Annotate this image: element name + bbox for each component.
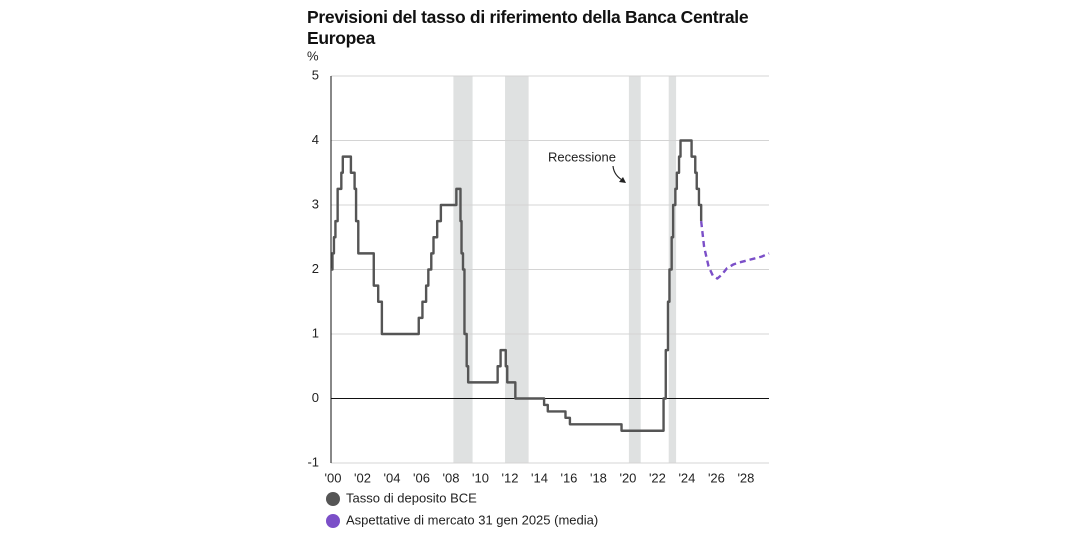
x-tick-label: '04 bbox=[384, 470, 401, 485]
x-tick-label: '28 bbox=[737, 470, 754, 485]
y-tick-label: 5 bbox=[312, 67, 319, 82]
y-axis-label: % bbox=[307, 48, 319, 63]
x-tick-label: '12 bbox=[501, 470, 518, 485]
legend-label: Tasso di deposito BCE bbox=[346, 490, 477, 505]
y-tick-label: 4 bbox=[312, 132, 319, 147]
series-line bbox=[331, 139, 703, 432]
x-tick-label: '06 bbox=[413, 470, 430, 485]
legend-marker bbox=[326, 492, 340, 506]
x-tick-label: '10 bbox=[472, 470, 489, 485]
y-tick-label: 2 bbox=[312, 261, 319, 276]
legend-label: Aspettative di mercato 31 gen 2025 (medi… bbox=[346, 512, 598, 527]
chart-title: Previsioni del tasso di riferimento dell… bbox=[307, 7, 749, 48]
background-layer bbox=[331, 75, 769, 464]
x-tick-label: '18 bbox=[590, 470, 607, 485]
x-tick-label: '14 bbox=[531, 470, 548, 485]
y-tick-label: 1 bbox=[312, 325, 319, 340]
annotation-arrowhead bbox=[619, 177, 626, 183]
x-tick-label: '22 bbox=[649, 470, 666, 485]
x-tick-label: '20 bbox=[619, 470, 636, 485]
x-tick-label: '16 bbox=[560, 470, 577, 485]
x-tick-label: '26 bbox=[708, 470, 725, 485]
x-tick-label: '02 bbox=[354, 470, 371, 485]
legend-marker bbox=[326, 514, 340, 528]
x-tick-label: '24 bbox=[678, 470, 695, 485]
series-line bbox=[699, 220, 770, 280]
y-tick-label: -1 bbox=[307, 454, 319, 469]
x-tick-label: '08 bbox=[443, 470, 460, 485]
annotation: Recessione bbox=[548, 149, 616, 164]
x-tick-label: '00 bbox=[325, 470, 342, 485]
y-tick-label: 3 bbox=[312, 196, 319, 211]
y-tick-label: 0 bbox=[312, 390, 319, 405]
